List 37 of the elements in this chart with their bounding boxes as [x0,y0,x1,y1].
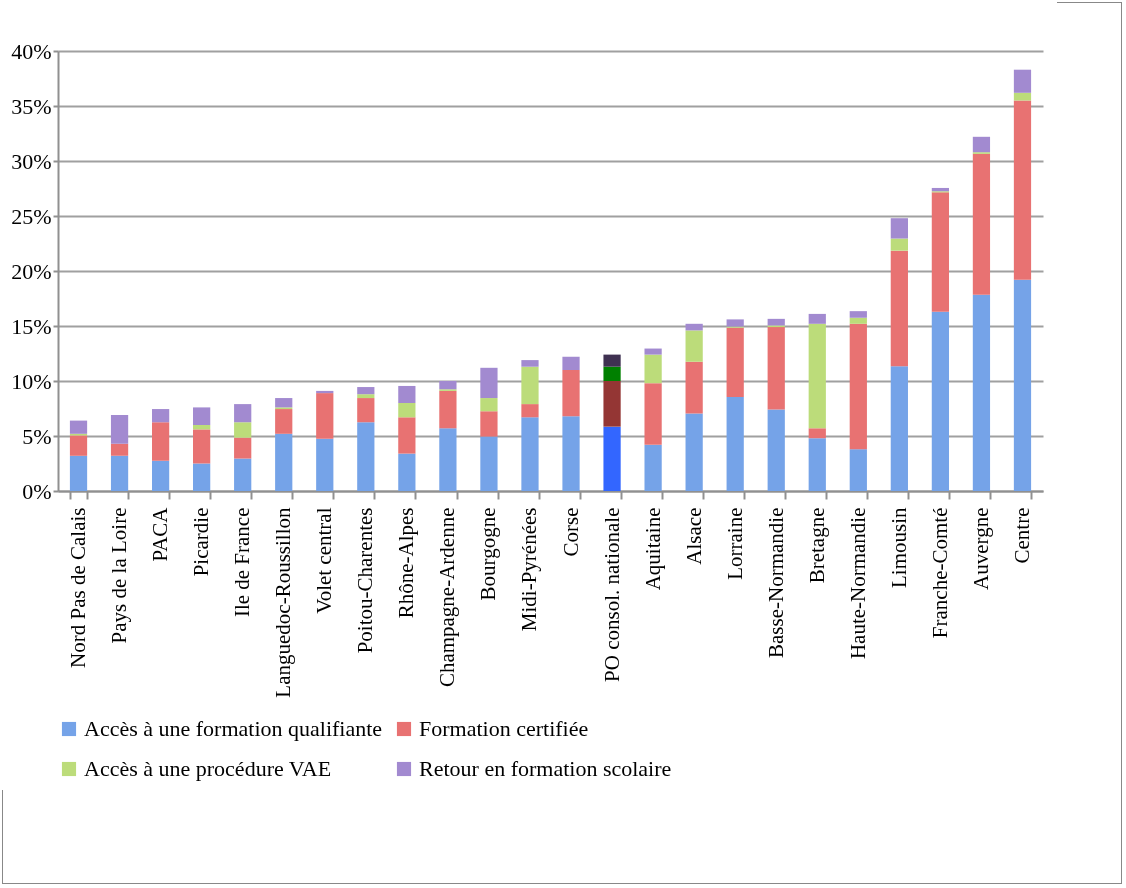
x-tick-label: Limousin [886,507,911,589]
y-tick-label: 30% [11,148,52,174]
x-tick-label: Haute-Normandie [845,507,870,660]
x-tick-label: Corse [558,507,583,557]
x-tick-label: Aquitaine [640,507,665,591]
y-tick-label: 35% [11,93,52,119]
x-tick-label: Languedoc-Roussillon [271,507,296,698]
x-tick-label: Franche-Comté [927,507,952,639]
y-tick-label: 15% [11,313,52,339]
legend-label: Accès à une formation qualifiante [84,716,383,741]
x-tick-label: Volet central [312,507,337,614]
x-tick-label: Bretagne [804,507,829,584]
legend-label: Formation certifiée [419,716,589,741]
x-tick-label: Basse-Normandie [763,507,788,658]
x-tick-label: Bourgogne [476,507,501,601]
x-tick-label: PACA [148,506,173,562]
x-tick-label: Midi-Pyrénées [517,507,542,632]
x-tick-label: Ile de France [230,507,255,618]
legend-label: Retour en formation scolaire [419,756,672,781]
y-tick-label: 10% [11,368,52,394]
x-tick-label: Auvergne [968,507,993,590]
x-tick-label: Alsace [681,507,706,565]
y-tick-label: 0% [22,478,52,504]
x-tick-label: Champagne-Ardenne [435,507,460,688]
y-tick-label: 5% [22,423,52,449]
x-tick-label: Poitou-Charentes [353,507,378,654]
legend-label: Accès à une procédure VAE [84,756,332,781]
x-tick-label: Rhône-Alpes [394,507,419,619]
y-tick-label: 40% [11,38,52,64]
x-tick-label: Picardie [189,507,214,577]
y-tick-label: 20% [11,258,52,284]
x-tick-label: PO consol. nationale [599,507,624,682]
x-tick-label: Lorraine [722,507,747,580]
x-tick-label: Pays de la Loire [107,507,132,644]
x-tick-label: Nord Pas de Calais [66,507,91,668]
x-tick-label: Centre [1009,507,1034,564]
y-tick-label: 25% [11,203,52,229]
